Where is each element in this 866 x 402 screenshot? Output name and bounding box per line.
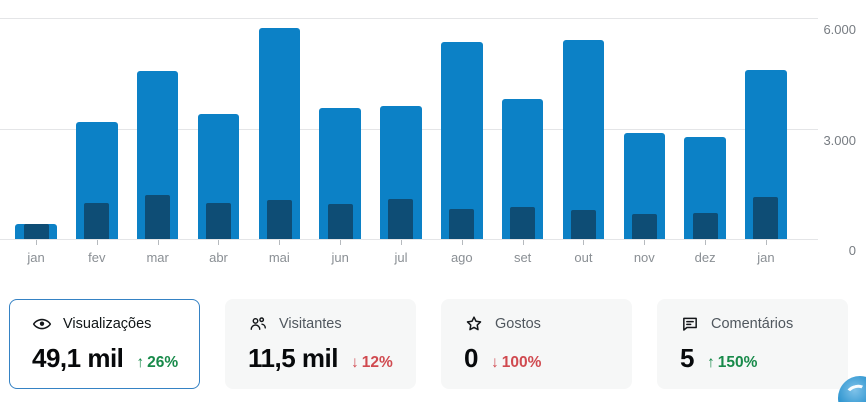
- stat-card-label: Comentários: [711, 316, 794, 332]
- x-axis-tick: [218, 240, 220, 245]
- x-axis-tick: [279, 240, 281, 245]
- x-axis-label: out: [574, 250, 593, 265]
- bar-views-out-9[interactable]: [562, 39, 605, 239]
- stat-card-trend: ↓ 12%: [351, 354, 393, 372]
- bar-visitors-fev-1[interactable]: [84, 202, 110, 239]
- trend-percent: 150%: [717, 354, 758, 371]
- bar-visitors-jun-5[interactable]: [327, 204, 353, 239]
- stat-card-likes[interactable]: Gostos 0 ↓ 100%: [441, 299, 632, 389]
- y-axis-label: 6.000: [823, 22, 856, 37]
- x-axis-tick: [765, 240, 767, 245]
- stat-card-value: 5: [680, 343, 694, 373]
- people-icon: [248, 314, 268, 334]
- trend-percent: 26%: [147, 354, 179, 371]
- x-axis-tick: [400, 240, 402, 245]
- x-axis-label: nov: [633, 250, 655, 265]
- eye-icon: [32, 314, 52, 334]
- x-axis-label: abr: [209, 250, 228, 265]
- stat-card-label: Visitantes: [279, 316, 342, 332]
- stat-card-value: 11,5 mil: [248, 343, 338, 373]
- stat-card-label: Visualizações: [63, 316, 152, 332]
- stat-card-trend: ↑ 150%: [707, 354, 757, 372]
- bar-visitors-mar-2[interactable]: [145, 195, 171, 239]
- x-axis-label: ago: [450, 250, 473, 265]
- bar-visitors-jan-0[interactable]: [23, 224, 49, 239]
- x-axis-tick: [461, 240, 463, 245]
- bar-visitors-dez-11[interactable]: [692, 212, 718, 239]
- x-axis-tick: [522, 240, 524, 245]
- x-axis-tick: [705, 240, 707, 245]
- stat-card-value: 0: [464, 343, 478, 373]
- stat-card-comments[interactable]: Comentários 5 ↑ 150%: [657, 299, 848, 389]
- x-axis-tick: [36, 240, 37, 245]
- arrow-down-icon: ↓: [490, 354, 499, 371]
- x-axis-label: jul: [394, 250, 408, 265]
- bar-views-ago-7[interactable]: [441, 41, 483, 239]
- star-icon: [464, 314, 484, 334]
- bar-visitors-jul-6[interactable]: [388, 199, 414, 239]
- chart-gridline: [0, 18, 818, 19]
- stats-bar-chart: 6.000 3.000 0 jan fev mar abr mai jun jul ago set ou…: [0, 18, 856, 265]
- bar-visitors-ago-7[interactable]: [449, 208, 475, 239]
- x-axis-tick: [644, 240, 646, 245]
- bar-visitors-mai-4[interactable]: [266, 199, 292, 239]
- x-axis-label: jan: [757, 250, 775, 265]
- x-axis-label: dez: [694, 250, 716, 265]
- stat-card-views[interactable]: Visualizações 49,1 mil ↑ 26%: [9, 299, 200, 389]
- bar-visitors-nov-10[interactable]: [631, 213, 657, 239]
- bar-visitors-abr-3[interactable]: [205, 202, 231, 239]
- x-axis-label: jan: [27, 250, 45, 265]
- x-axis-label: mai: [268, 250, 290, 265]
- stat-card-label: Gostos: [495, 316, 541, 332]
- x-axis-label: set: [513, 250, 532, 265]
- stat-card-trend: ↓ 100%: [491, 354, 541, 372]
- y-axis-label: 3.000: [823, 132, 856, 148]
- x-axis-label: mar: [146, 250, 169, 265]
- x-axis-tick: [340, 240, 342, 245]
- x-axis-tick: [157, 240, 159, 245]
- arrow-up-icon: ↑: [706, 354, 715, 371]
- bar-visitors-set-8[interactable]: [510, 206, 536, 239]
- stat-card-visitors[interactable]: Visitantes 11,5 mil ↓ 12%: [225, 299, 416, 389]
- stat-card-value: 49,1 mil: [32, 343, 124, 373]
- arrow-down-icon: ↓: [350, 354, 359, 371]
- summary-cards: Visualizações 49,1 mil ↑ 26% Visitantes 11,5 …: [9, 299, 848, 389]
- stat-card-trend: ↑ 26%: [136, 354, 178, 372]
- x-axis-label: fev: [88, 250, 106, 265]
- y-axis-label: 0: [848, 243, 856, 258]
- chart-gridline: [0, 239, 818, 240]
- arrow-up-icon: ↑: [136, 354, 145, 371]
- x-axis-tick: [96, 240, 98, 245]
- trend-percent: 12%: [361, 354, 393, 371]
- x-axis-label: jun: [331, 250, 349, 265]
- bar-visitors-jan-12[interactable]: [753, 197, 779, 239]
- bar-visitors-out-9[interactable]: [570, 209, 596, 239]
- comment-icon: [680, 314, 700, 334]
- trend-percent: 100%: [501, 354, 542, 371]
- x-axis-tick: [583, 240, 585, 245]
